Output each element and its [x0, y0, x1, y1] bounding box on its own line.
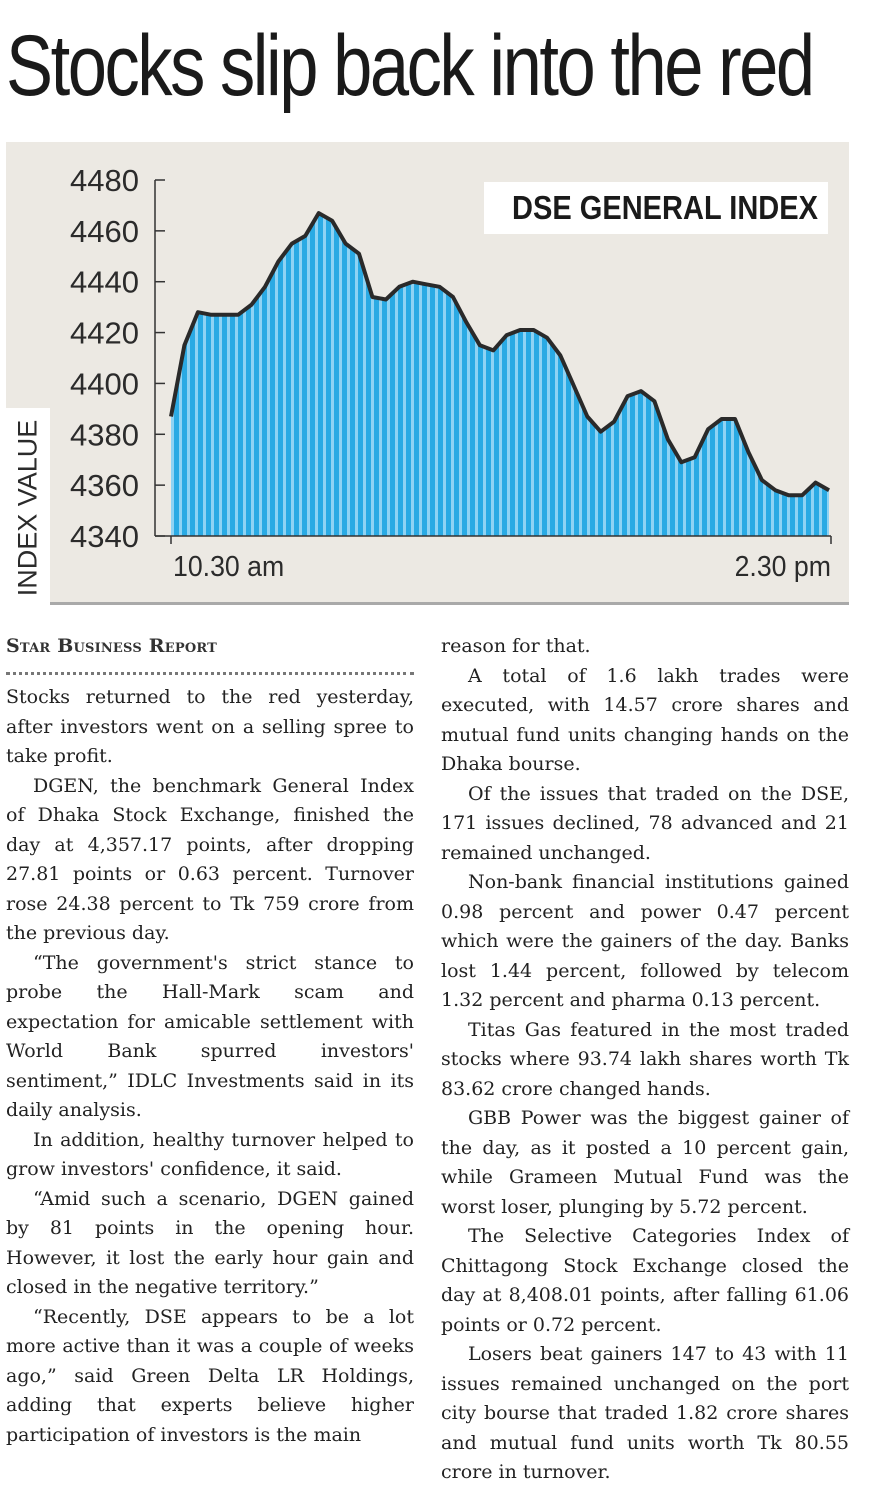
left-body: Stocks returned to the red yesterday, af… [6, 683, 414, 1450]
y-tick-label: 4360 [70, 468, 139, 503]
article-paragraph: reason for that. [441, 635, 591, 657]
y-tick-label: 4380 [70, 417, 139, 452]
article-paragraph: DGEN, the benchmark General Index of Dha… [6, 774, 414, 945]
article-paragraph: “The government's strict stance to probe… [6, 951, 414, 1122]
byline: Star Business Report [6, 635, 217, 657]
article-column-right: reason for that. A total of 1.6 lakh trad… [441, 632, 849, 1488]
y-tick-label: 4460 [70, 214, 139, 249]
article-paragraph: Of the issues that traded on the DSE, 17… [441, 782, 849, 864]
y-tick-label: 4420 [70, 316, 139, 351]
x-tick-label: 10.30 am [173, 550, 284, 582]
x-tick-label: 2.30 pm [735, 550, 831, 582]
y-tick-label: 4340 [70, 519, 139, 554]
y-axis-label-box [6, 408, 50, 608]
chart-title: DSE GENERAL INDEX [512, 189, 818, 226]
article-paragraph: Losers beat gainers 147 to 43 with 11 is… [441, 1343, 849, 1483]
y-tick-label: 4400 [70, 366, 139, 401]
y-tick-label: 4440 [70, 265, 139, 300]
y-tick-label: 4480 [70, 163, 139, 198]
article-paragraph: Non-bank financial institutions gained 0… [441, 871, 849, 1011]
headline: Stocks slip back into the red [6, 18, 815, 114]
index-chart: 4480 4460 4440 4420 4400 4380 4360 4340 10.30 am… [70, 163, 832, 582]
article-paragraph: A total of 1.6 lakh trades were executed… [441, 664, 849, 776]
index-line [169, 211, 830, 498]
article-paragraph: The Selective Categories Index of Chitta… [441, 1225, 849, 1336]
article-paragraph: In addition, healthy turnover helped to … [6, 1128, 414, 1181]
chart-panel: 4480 4460 4440 4420 4400 4380 4360 4340 10.30 am… [6, 142, 849, 608]
article-paragraph: GBB Power was the biggest gainer of the … [441, 1107, 849, 1218]
y-axis-label: INDEX VALUE [12, 419, 43, 597]
byline-divider [6, 672, 414, 675]
right-body: reason for that. A total of 1.6 lakh trad… [441, 632, 849, 1488]
index-area [171, 213, 829, 536]
article-column-left: Star Business Report Stocks returned to … [6, 634, 414, 1450]
chart-title-box [484, 182, 828, 234]
article-paragraph: “Amid such a scenario, DGEN gained by 81… [6, 1187, 414, 1299]
article-paragraph: Stocks returned to the red yesterday, af… [6, 686, 414, 767]
article-paragraph: “Recently, DSE appears to be a lot more … [6, 1305, 414, 1446]
article-paragraph: Titas Gas featured in the most traded st… [441, 1018, 849, 1100]
